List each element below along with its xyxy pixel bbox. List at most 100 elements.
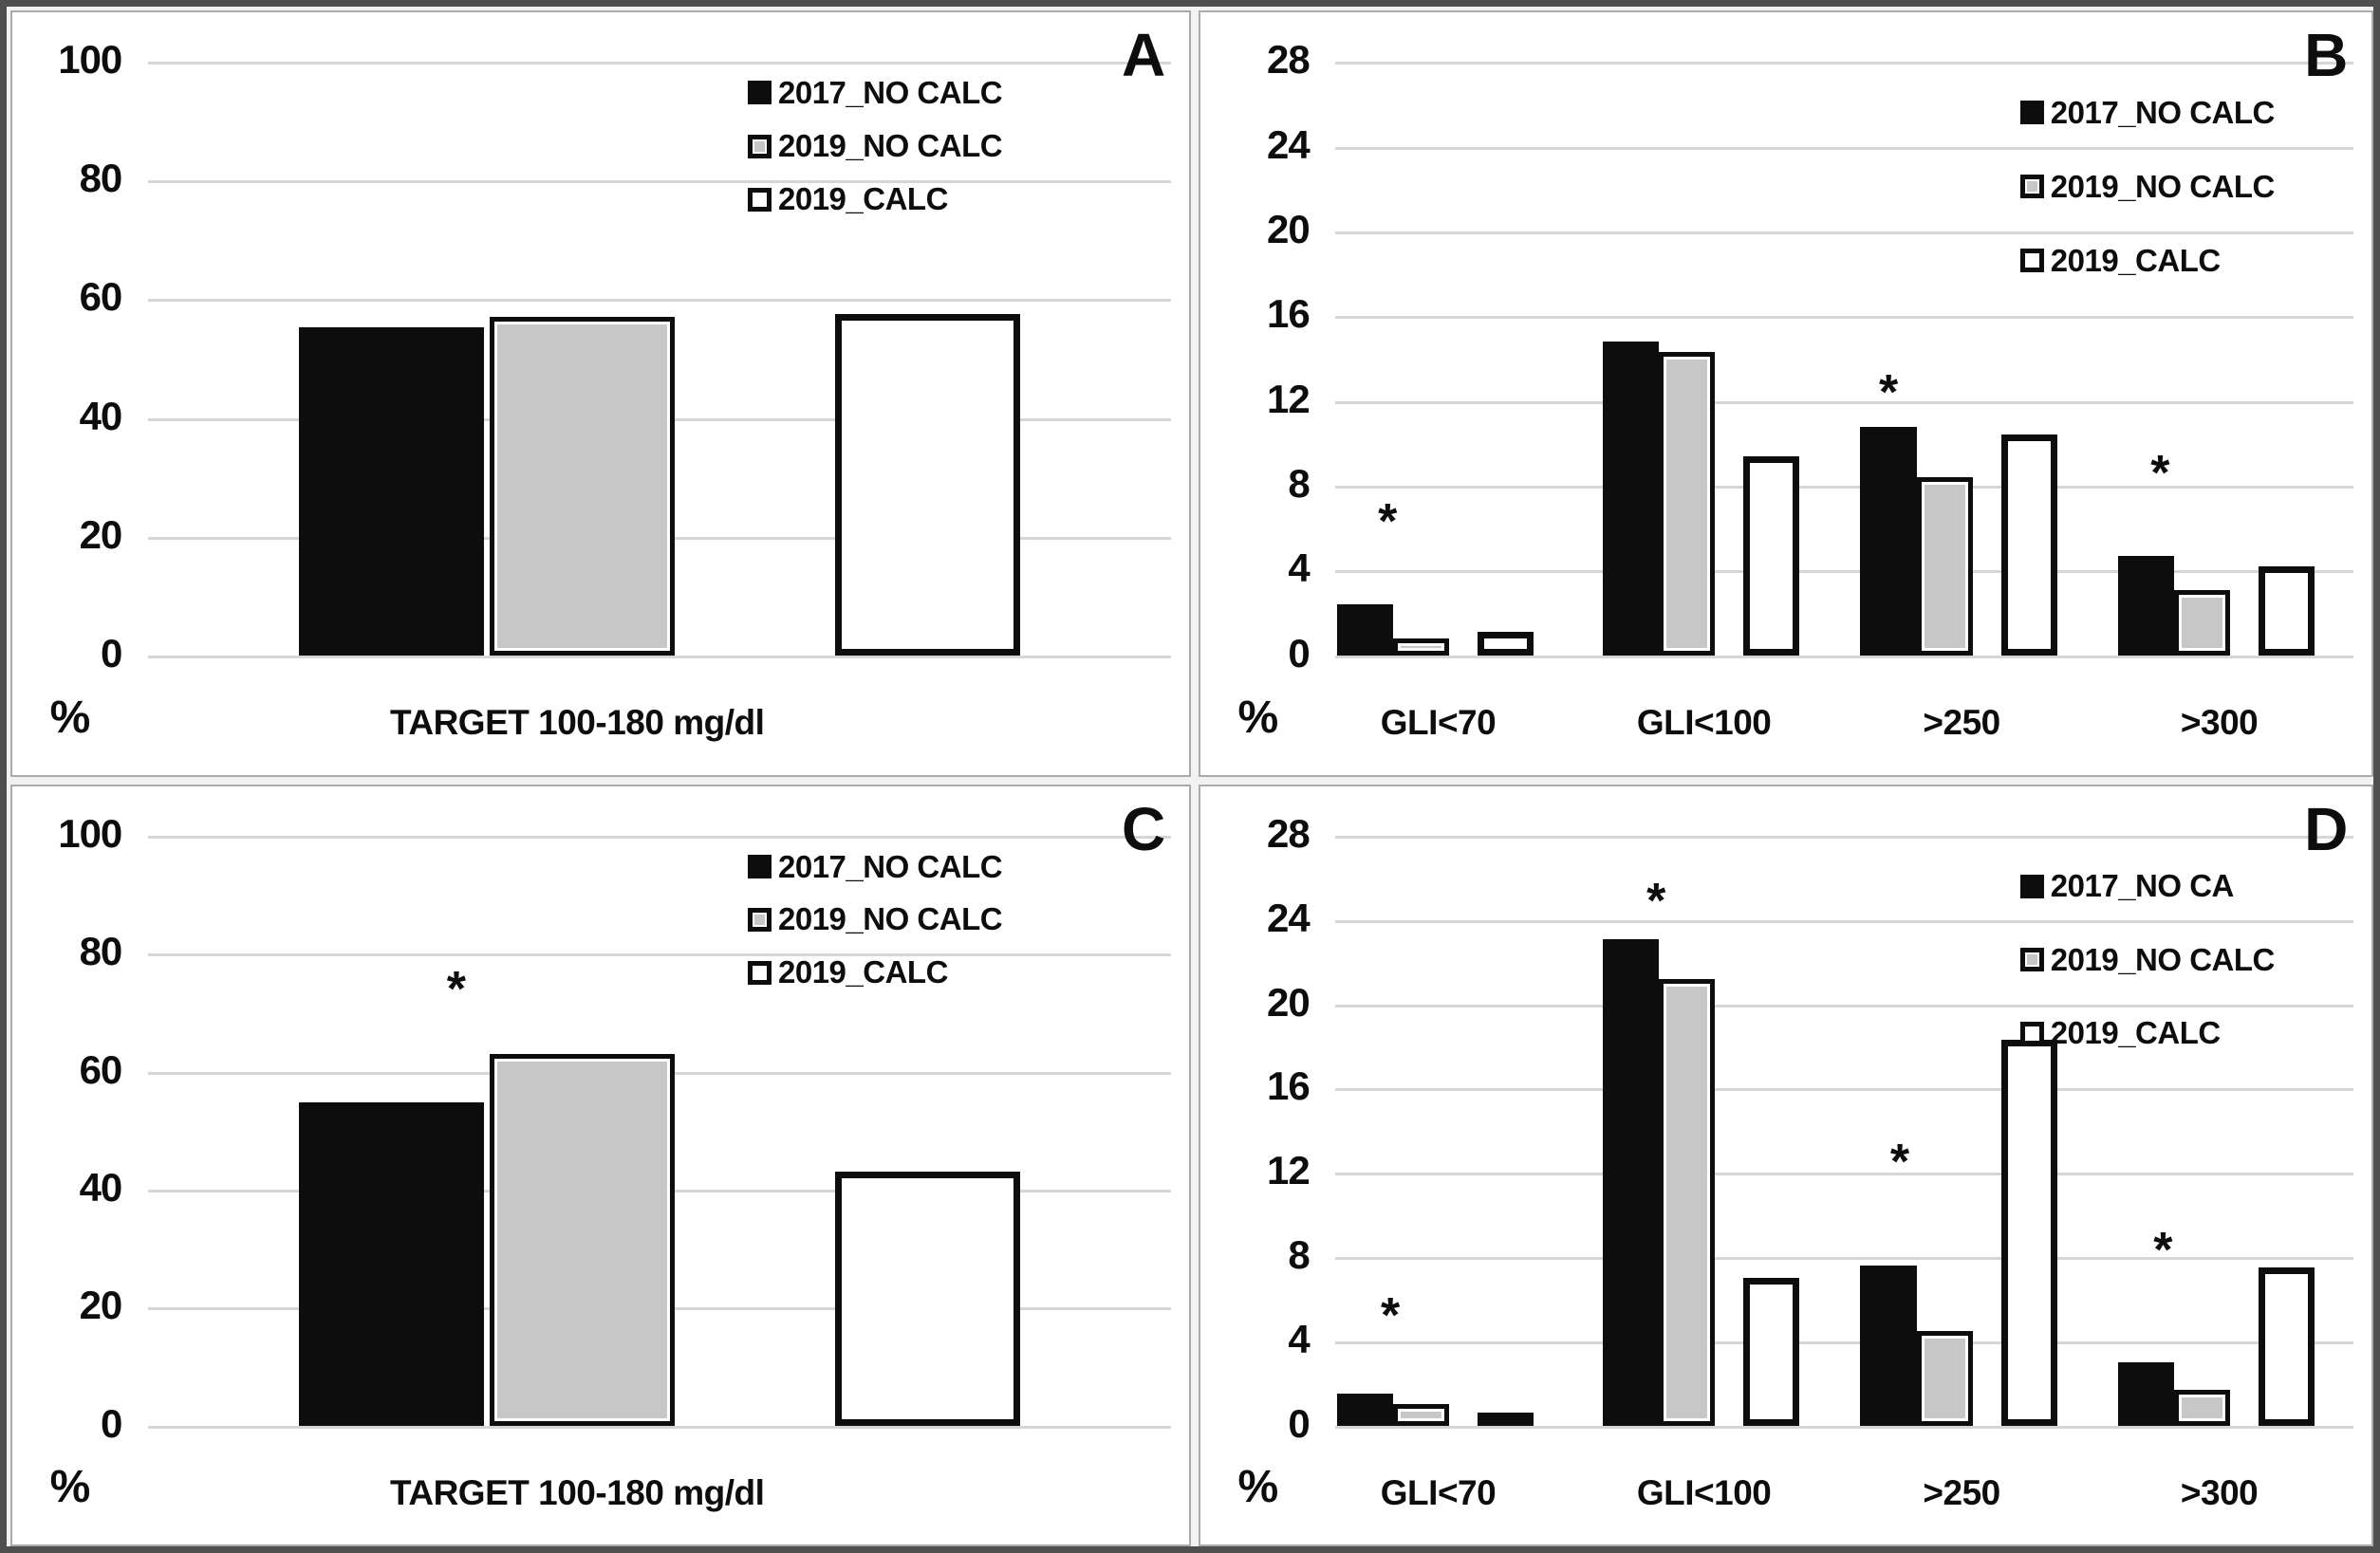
category-label-target-100-180-mg-dl: TARGET 100-180 mg/dl bbox=[390, 703, 765, 743]
asterisk-annotation-target-100-180-mg-dl: * bbox=[446, 961, 466, 1017]
gridline-y-8 bbox=[1334, 1256, 2354, 1260]
category-label-gli-70: GLI<70 bbox=[1380, 703, 1497, 743]
y-tick-label-20: 20 bbox=[79, 1283, 123, 1328]
bar-2019-calc-250 bbox=[2000, 434, 2057, 656]
asterisk-annotation-300: * bbox=[2153, 1223, 2173, 1279]
bar-2019-calc-target-100-180-mg-dl bbox=[834, 1172, 1020, 1426]
gridline-y-24 bbox=[1334, 146, 2354, 150]
legend-item-2017-no-calc: 2017_NO CALC bbox=[748, 75, 1003, 111]
category-label-gli-100: GLI<100 bbox=[1636, 703, 1772, 743]
gridline-y-0 bbox=[1334, 1425, 2354, 1429]
bar-2019-no-calc-gli-70 bbox=[1393, 638, 1450, 656]
bar-2019-no-calc-300 bbox=[2174, 1389, 2231, 1426]
bar-2019-no-calc-gli-100 bbox=[1659, 352, 1716, 656]
bar-2019-calc-target-100-180-mg-dl bbox=[834, 314, 1020, 656]
y-tick-label-20: 20 bbox=[1267, 207, 1311, 252]
bar-2017-no-calc-gli-70 bbox=[1336, 604, 1394, 656]
legend-item-2019-calc: 2019_CALC bbox=[2019, 1015, 2221, 1051]
legend-item-2019-calc: 2019_CALC bbox=[2019, 242, 2221, 279]
legend-marker-gray-square-icon bbox=[2019, 948, 2044, 972]
bar-2019-no-calc-250 bbox=[1916, 1330, 1973, 1426]
legend-marker-black-square-icon bbox=[748, 81, 772, 105]
legend-label-2019-no-calc: 2019_NO CALC bbox=[778, 901, 1003, 937]
legend-label-2019-calc: 2019_CALC bbox=[778, 954, 948, 990]
legend-label-2019-calc: 2019_CALC bbox=[2050, 1015, 2221, 1051]
bar-2019-no-calc-target-100-180-mg-dl bbox=[489, 316, 675, 656]
gridline-y-20 bbox=[1334, 1004, 2354, 1008]
y-tick-label-40: 40 bbox=[79, 393, 123, 438]
bar-2019-no-calc-gli-100 bbox=[1659, 978, 1716, 1426]
bar-2019-calc-gli-70 bbox=[1477, 632, 1534, 656]
panel-letter-c: C bbox=[1121, 794, 1166, 863]
legend-item-2017-no-calc: 2017_NO CA bbox=[2019, 868, 2234, 904]
legend-label-2019-calc: 2019_CALC bbox=[2050, 242, 2221, 278]
bar-2017-no-calc-250 bbox=[1860, 1265, 1917, 1426]
y-tick-label-24: 24 bbox=[1267, 895, 1311, 940]
bar-2019-no-calc-250 bbox=[1916, 477, 1973, 656]
legend-label-2017-no-calc: 2017_NO CALC bbox=[778, 848, 1003, 884]
y-tick-label-80: 80 bbox=[79, 929, 123, 974]
legend-item-2019-calc: 2019_CALC bbox=[748, 181, 948, 217]
legend-marker-black-square-icon bbox=[2019, 101, 2044, 125]
bar-2019-calc-300 bbox=[2259, 1267, 2315, 1426]
legend-item-2019-no-calc: 2019_NO CALC bbox=[748, 128, 1003, 164]
bar-2019-calc-300 bbox=[2259, 565, 2315, 656]
gridline-y-16 bbox=[1334, 1088, 2354, 1092]
legend-marker-white-square-icon bbox=[748, 960, 772, 985]
panel-letter-d: D bbox=[2304, 794, 2349, 863]
legend-marker-gray-square-icon bbox=[748, 907, 772, 932]
legend-marker-white-square-icon bbox=[2019, 1021, 2044, 1045]
gridline-y-60 bbox=[147, 299, 1172, 303]
legend-label-2017-no-calc: 2017_NO CALC bbox=[2050, 94, 2276, 130]
y-tick-label-0: 0 bbox=[100, 1400, 122, 1446]
category-label-300: >300 bbox=[2180, 703, 2259, 743]
gridline-y-28 bbox=[1334, 62, 2354, 65]
legend-marker-gray-square-icon bbox=[748, 134, 772, 158]
y-axis-percent-label: % bbox=[49, 692, 91, 743]
bar-2019-no-calc-target-100-180-mg-dl bbox=[489, 1053, 675, 1426]
legend-label-2019-calc: 2019_CALC bbox=[778, 181, 948, 217]
gridline-y-12 bbox=[1334, 400, 2354, 404]
bar-2017-no-calc-300 bbox=[2117, 555, 2175, 656]
y-tick-label-0: 0 bbox=[1288, 630, 1310, 675]
gridline-y-4 bbox=[1334, 570, 2354, 574]
gridline-y-80 bbox=[147, 953, 1172, 957]
bar-2017-no-calc-gli-100 bbox=[1603, 342, 1660, 656]
gridline-y-100 bbox=[147, 62, 1172, 65]
y-tick-label-28: 28 bbox=[1267, 37, 1311, 83]
y-tick-label-28: 28 bbox=[1267, 811, 1311, 857]
bar-2019-calc-gli-100 bbox=[1743, 455, 1800, 656]
y-tick-label-0: 0 bbox=[100, 630, 122, 675]
legend-marker-black-square-icon bbox=[748, 855, 772, 879]
legend-item-2019-no-calc: 2019_NO CALC bbox=[2019, 942, 2275, 978]
asterisk-annotation-250: * bbox=[1878, 364, 1899, 420]
asterisk-annotation-gli-100: * bbox=[1646, 873, 1666, 929]
gridline-y-0 bbox=[147, 655, 1172, 658]
y-tick-label-12: 12 bbox=[1267, 376, 1311, 421]
gridline-y-100 bbox=[147, 835, 1172, 839]
bar-2017-no-calc-target-100-180-mg-dl bbox=[299, 326, 485, 656]
panel-c: 100 80 60 40 20 0 TARGET 100-180 mg/dl * 2017_NO… bbox=[10, 785, 1191, 1546]
y-tick-label-4: 4 bbox=[1288, 545, 1310, 591]
asterisk-annotation-gli-70: * bbox=[1378, 494, 1398, 550]
legend-marker-gray-square-icon bbox=[2019, 175, 2044, 199]
legend-item-2019-no-calc: 2019_NO CALC bbox=[748, 901, 1003, 937]
bar-2019-no-calc-gli-70 bbox=[1393, 1404, 1450, 1426]
gridline-y-12 bbox=[1334, 1173, 2354, 1176]
bar-2017-no-calc-gli-100 bbox=[1603, 938, 1660, 1426]
y-tick-label-8: 8 bbox=[1288, 461, 1310, 507]
y-tick-label-16: 16 bbox=[1267, 291, 1311, 337]
gridline-y-16 bbox=[1334, 316, 2354, 320]
legend-item-2019-calc: 2019_CALC bbox=[748, 954, 948, 990]
legend-item-2017-no-calc: 2017_NO CALC bbox=[748, 848, 1003, 885]
panel-d: 28 24 20 16 12 8 4 0 GLI<70 GLI<100 >250 >300 * * * * 20… bbox=[1199, 785, 2373, 1546]
legend-item-2019-no-calc: 2019_NO CALC bbox=[2019, 169, 2275, 205]
asterisk-annotation-250: * bbox=[1889, 1135, 1910, 1191]
panel-letter-a: A bbox=[1121, 20, 1166, 89]
bar-2019-calc-gli-70 bbox=[1477, 1412, 1534, 1426]
legend-label-2019-no-calc: 2019_NO CALC bbox=[778, 128, 1003, 164]
legend-marker-white-square-icon bbox=[2019, 249, 2044, 273]
y-tick-label-100: 100 bbox=[58, 37, 122, 83]
bar-2019-calc-250 bbox=[2000, 1040, 2057, 1426]
